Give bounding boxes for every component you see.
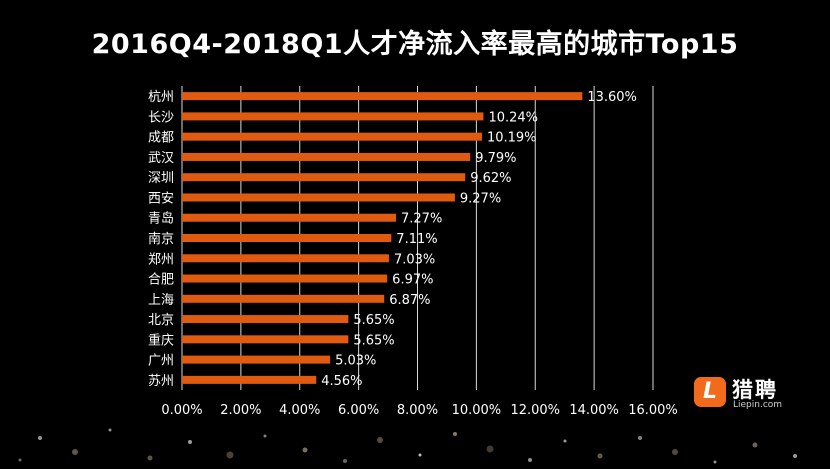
bar — [182, 112, 484, 121]
value-label: 6.97% — [392, 273, 433, 288]
bar — [182, 375, 317, 384]
bar — [182, 173, 466, 182]
value-label: 7.11% — [396, 232, 437, 247]
value-label: 6.87% — [389, 293, 430, 308]
bar — [182, 315, 349, 324]
x-tick-label: 4.00% — [279, 403, 320, 418]
category-label: 青岛 — [148, 211, 174, 227]
category-label: 郑州 — [148, 252, 174, 267]
bar — [182, 152, 471, 161]
value-label: 7.27% — [401, 212, 442, 227]
x-tick-label: 2.00% — [220, 403, 261, 418]
value-label: 5.03% — [335, 354, 376, 369]
value-label: 5.65% — [353, 333, 394, 348]
x-tick-label: 8.00% — [397, 403, 438, 418]
value-label: 5.65% — [353, 313, 394, 328]
bar — [182, 335, 349, 344]
category-label: 广州 — [148, 354, 174, 369]
bar — [182, 193, 455, 202]
value-label: 9.27% — [460, 191, 501, 206]
logo-name-en: Liepin.com — [733, 400, 783, 410]
value-label: 9.79% — [475, 151, 516, 166]
bar — [182, 132, 482, 141]
bar — [182, 274, 388, 283]
x-tick-label: 0.00% — [161, 403, 202, 418]
x-tick-label: 12.00% — [510, 403, 560, 418]
logo-badge-icon: L — [694, 377, 726, 407]
chart-title: 2016Q4-2018Q1人才净流入率最高的城市Top15 — [91, 29, 739, 60]
category-label: 长沙 — [148, 110, 174, 125]
category-label: 北京 — [148, 313, 174, 328]
bar — [182, 294, 385, 303]
x-tick-label: 10.00% — [452, 403, 502, 418]
x-tick-label: 16.00% — [628, 403, 678, 418]
category-label: 南京 — [148, 231, 174, 247]
logo-name-cn: 猎聘 — [732, 378, 778, 402]
category-label: 上海 — [148, 293, 174, 308]
bar — [182, 92, 583, 101]
bar — [182, 234, 392, 242]
category-label: 苏州 — [148, 373, 174, 389]
value-label: 10.19% — [487, 131, 537, 146]
bar — [182, 254, 389, 263]
x-tick-label: 6.00% — [338, 403, 379, 418]
value-label: 4.56% — [321, 374, 362, 389]
bar — [182, 355, 331, 364]
category-label: 西安 — [148, 191, 174, 206]
category-label: 杭州 — [148, 90, 174, 105]
category-label: 深圳 — [148, 171, 174, 186]
category-label: 武汉 — [148, 151, 174, 166]
value-label: 13.60% — [587, 90, 637, 105]
value-label: 10.24% — [488, 110, 538, 125]
bar — [182, 213, 397, 222]
x-tick-label: 14.00% — [569, 403, 619, 418]
category-label: 成都 — [148, 131, 174, 146]
category-label: 合肥 — [148, 273, 174, 288]
liepin-logo: L 猎聘 Liepin.com — [694, 375, 804, 415]
value-label: 7.03% — [394, 252, 435, 267]
category-label: 重庆 — [148, 332, 174, 348]
value-label: 9.62% — [470, 171, 511, 186]
